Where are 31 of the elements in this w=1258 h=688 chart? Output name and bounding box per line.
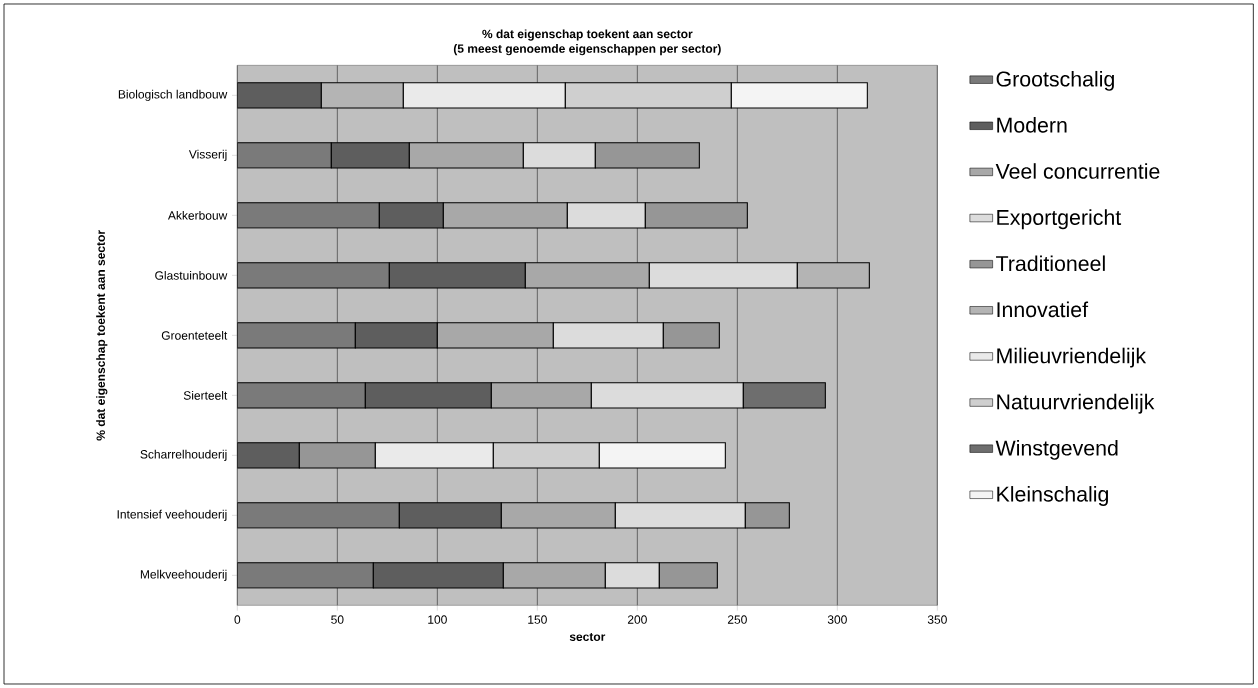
legend-label: Innovatief [997,301,1089,318]
x-tick-label: 300 [827,615,847,624]
x-axis-title: sector [569,633,606,641]
y-tick-label: Sierteelt [183,390,228,400]
legend-label: Milieuvriendelijk [997,347,1147,368]
legend-label: Veel concurrentie [995,163,1160,179]
x-tick-label: 350 [927,615,947,624]
y-tick-label: Akkerbouw [167,210,228,220]
legend-label: Modern [997,117,1067,133]
x-tick-label: 100 [428,615,447,624]
chart-subtitle: (5 meest genoemde eigenschappen per sector) [453,44,721,56]
chart-title: % dat eigenschap toekent aan sector [482,29,693,41]
legend-label: Exportgericht [997,209,1122,230]
x-tick-label: 200 [627,615,647,624]
y-tick-label: Scharrelhouderij [140,449,227,461]
y-tick-label: Intensief veehouderij [117,509,227,521]
y-tick-label: Visserij [188,149,227,161]
x-tick-label: 250 [727,615,747,624]
legend-label: Grootschalig [996,70,1114,91]
x-tick-label: 0 [234,615,241,624]
y-tick-label: Melkveehouderij [140,569,227,581]
legend-label: Winstgevend [995,439,1118,460]
y-tick-label: Groenteteelt [161,330,228,340]
x-tick-label: 150 [528,615,547,624]
y-tick-label: Biologisch landbouw [118,89,228,101]
y-tick-label: Glastuinbouw [155,270,228,280]
x-tick-label: 50 [331,615,344,624]
legend-label: Kleinschalig [997,486,1109,506]
legend-label: Natuurvriendelijk [997,393,1155,414]
y-axis-title: % dat eigenschap toekent aan sector [96,230,108,441]
legend-label: Traditioneel [996,255,1105,272]
